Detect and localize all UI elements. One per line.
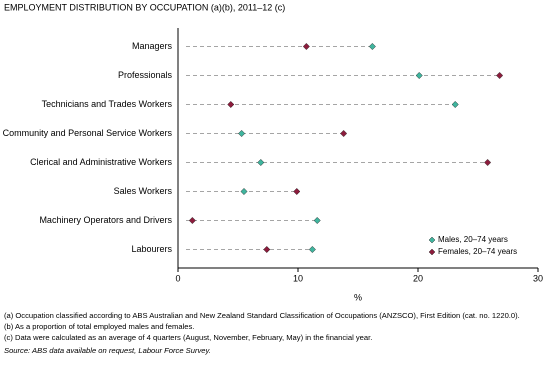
x-axis-label: % xyxy=(354,292,362,302)
category-label: Machinery Operators and Drivers xyxy=(39,215,172,225)
chart-title: EMPLOYMENT DISTRIBUTION BY OCCUPATION (a… xyxy=(4,2,285,12)
category-label: Professionals xyxy=(118,70,173,80)
dot xyxy=(188,216,196,225)
legend-label: Females, 20–74 years xyxy=(438,247,517,256)
x-tick-label: 20 xyxy=(413,273,423,283)
x-tick-label: 10 xyxy=(293,273,303,283)
dot xyxy=(302,42,310,51)
dot xyxy=(451,100,459,109)
legend-marker xyxy=(428,248,436,256)
footnote: (b) As a proportion of total employed ma… xyxy=(4,322,195,331)
legend-label: Males, 20–74 years xyxy=(438,235,508,244)
dot xyxy=(496,71,504,80)
notes: (a) Occupation classified according to A… xyxy=(4,310,540,356)
dot xyxy=(293,187,301,196)
dot xyxy=(257,158,265,167)
category-label: Labourers xyxy=(131,244,172,254)
dot xyxy=(484,158,492,167)
dot xyxy=(263,245,271,254)
category-label: Community and Personal Service Workers xyxy=(3,128,173,138)
category-label: Sales Workers xyxy=(114,186,173,196)
category-label: Managers xyxy=(132,41,173,51)
dot xyxy=(238,129,246,138)
x-tick-label: 30 xyxy=(533,273,543,283)
chart: EMPLOYMENT DISTRIBUTION BY OCCUPATION (a… xyxy=(3,2,543,302)
footnote: (c) Data were calculated as an average o… xyxy=(4,333,373,342)
dot xyxy=(240,187,248,196)
dot xyxy=(415,71,423,80)
dot xyxy=(313,216,321,225)
footnote: (a) Occupation classified according to A… xyxy=(4,311,520,320)
legend-marker xyxy=(428,236,436,244)
source: Source: ABS data available on request, L… xyxy=(4,346,211,355)
x-tick-label: 0 xyxy=(175,273,180,283)
dot xyxy=(308,245,316,254)
category-label: Technicians and Trades Workers xyxy=(42,99,173,109)
dot xyxy=(368,42,376,51)
dot xyxy=(340,129,348,138)
dot xyxy=(227,100,235,109)
category-label: Clerical and Administrative Workers xyxy=(30,157,172,167)
